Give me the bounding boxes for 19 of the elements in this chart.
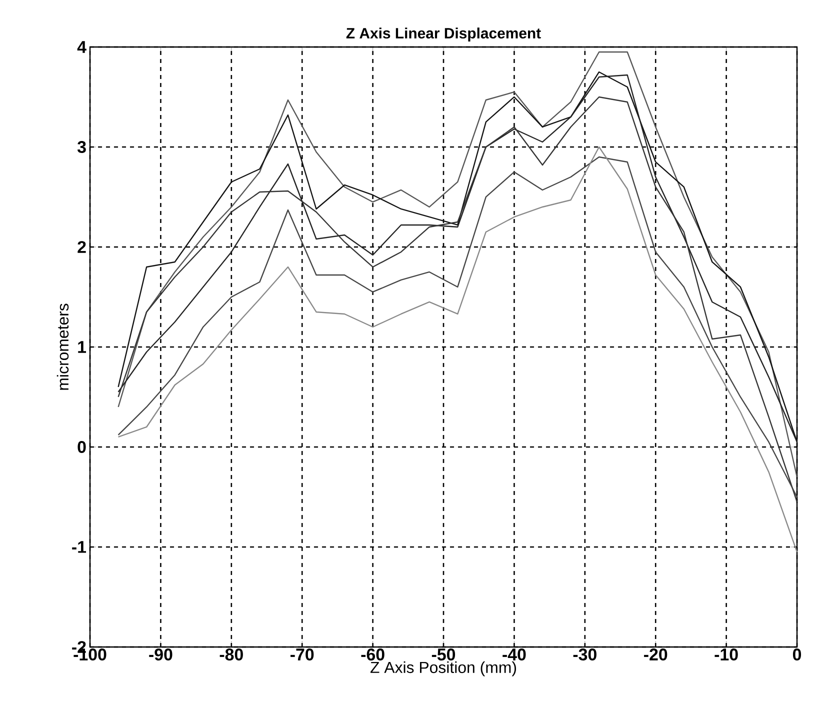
x-tick-label: -10 [714, 648, 738, 661]
x-axis-title: Z Axis Position (mm) [370, 661, 516, 676]
x-tick-label: -20 [644, 648, 668, 661]
y-axis-title: micrometers [56, 304, 69, 390]
y-tick-label: 1 [78, 341, 86, 353]
x-tick-label: -80 [220, 648, 243, 661]
x-tick-label: -40 [502, 648, 526, 661]
y-tick-label: -1 [72, 541, 86, 553]
x-tick-label: -50 [432, 648, 456, 661]
chart-title: Z Axis Linear Displacement [346, 28, 541, 42]
y-tick-label: 3 [77, 140, 86, 153]
x-tick-label: -70 [290, 648, 314, 661]
y-tick-label: 4 [77, 41, 86, 53]
x-tick-label: -90 [149, 648, 172, 661]
x-tick-label: -60 [361, 648, 384, 661]
x-tick-label: -30 [573, 648, 596, 661]
y-tick-label: 2 [78, 241, 86, 253]
x-tick-label: 0 [792, 648, 802, 661]
y-tick-label: 0 [78, 440, 86, 453]
